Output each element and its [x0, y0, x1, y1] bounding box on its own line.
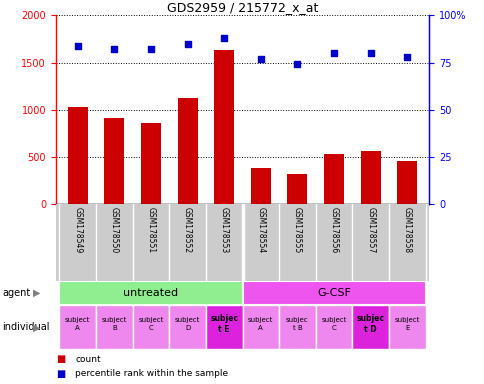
Bar: [323, 154, 343, 204]
Point: [293, 61, 301, 68]
Bar: [351, 305, 388, 349]
Point: [366, 50, 374, 56]
Text: GSM178550: GSM178550: [110, 207, 119, 253]
Text: GSM178557: GSM178557: [365, 207, 374, 253]
Text: individual: individual: [2, 322, 50, 333]
Text: subjec
t B: subjec t B: [286, 317, 308, 331]
Bar: [169, 305, 206, 349]
Bar: [141, 123, 161, 204]
Text: ■: ■: [56, 354, 65, 364]
Bar: [315, 305, 351, 349]
Point: [110, 46, 118, 53]
Bar: [250, 169, 271, 204]
Point: [147, 46, 154, 53]
Text: count: count: [75, 355, 101, 364]
Point: [403, 54, 410, 60]
Text: GSM178554: GSM178554: [256, 207, 265, 253]
Text: ■: ■: [56, 369, 65, 379]
Text: subjec
t E: subjec t E: [210, 314, 238, 334]
Bar: [104, 118, 124, 204]
Text: G-CSF: G-CSF: [317, 288, 350, 298]
Bar: [242, 305, 278, 349]
Bar: [133, 305, 169, 349]
Text: subject
D: subject D: [175, 317, 200, 331]
Text: GSM178558: GSM178558: [402, 207, 411, 253]
Text: subject
B: subject B: [102, 317, 127, 331]
Bar: [177, 98, 197, 204]
Bar: [287, 174, 307, 204]
Text: GSM178549: GSM178549: [73, 207, 82, 253]
Bar: [278, 305, 315, 349]
Text: subjec
t D: subjec t D: [356, 314, 384, 334]
Text: GSM178556: GSM178556: [329, 207, 338, 253]
Bar: [60, 305, 96, 349]
Text: untreated: untreated: [123, 288, 178, 298]
Bar: [213, 50, 234, 204]
Text: subject
A: subject A: [65, 317, 90, 331]
Bar: [206, 305, 242, 349]
Point: [74, 43, 81, 49]
Bar: [242, 281, 424, 305]
Bar: [360, 151, 380, 204]
Text: GSM178552: GSM178552: [182, 207, 192, 253]
Point: [257, 56, 264, 62]
Text: GSM178553: GSM178553: [219, 207, 228, 253]
Text: GSM178551: GSM178551: [146, 207, 155, 253]
Bar: [388, 305, 424, 349]
Bar: [96, 305, 133, 349]
Text: subject
C: subject C: [321, 317, 346, 331]
Bar: [396, 161, 416, 204]
Point: [330, 50, 337, 56]
Text: GSM178555: GSM178555: [292, 207, 302, 253]
Text: subject
C: subject C: [138, 317, 163, 331]
Text: subject
A: subject A: [248, 317, 273, 331]
Point: [220, 35, 227, 41]
Text: percentile rank within the sample: percentile rank within the sample: [75, 369, 228, 378]
Text: ▶: ▶: [33, 288, 40, 298]
Title: GDS2959 / 215772_x_at: GDS2959 / 215772_x_at: [166, 1, 318, 14]
Text: agent: agent: [2, 288, 30, 298]
Bar: [60, 281, 242, 305]
Text: subject
E: subject E: [394, 317, 419, 331]
Point: [183, 41, 191, 47]
Text: ▶: ▶: [33, 322, 40, 333]
Bar: [68, 107, 88, 204]
